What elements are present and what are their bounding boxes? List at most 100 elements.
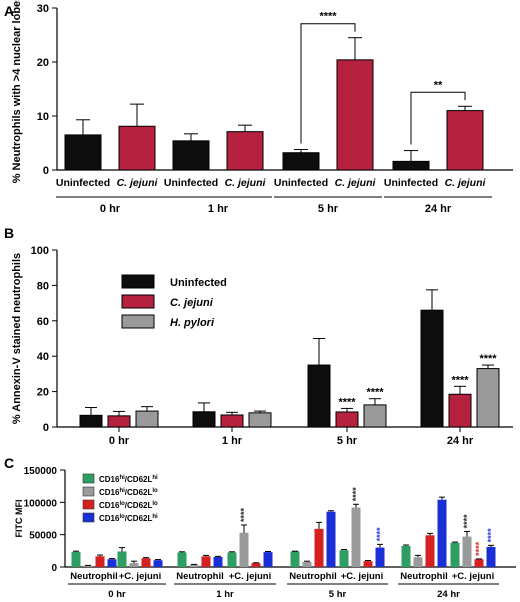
bar xyxy=(335,411,359,428)
x-group-label: 5 hr xyxy=(318,203,339,215)
legend-swatch xyxy=(82,473,95,484)
bar xyxy=(307,364,331,428)
significance-label: **** xyxy=(451,374,469,386)
y-tick-label: 40 xyxy=(37,351,49,363)
y-tick-label: 100000 xyxy=(24,498,58,509)
y-tick-label: 150000 xyxy=(24,466,58,477)
legend-label: C. jejuni xyxy=(170,297,214,309)
bar xyxy=(79,414,103,428)
bar xyxy=(314,528,324,567)
x-group-label: 0 hr xyxy=(100,203,121,215)
x-subgroup-label: Neutrophil xyxy=(176,571,224,582)
bar xyxy=(107,415,131,428)
bar xyxy=(177,552,187,567)
bar xyxy=(446,110,484,171)
legend-label: CD16hi/CD62Llo xyxy=(99,488,158,497)
x-group-label: 0 hr xyxy=(109,435,130,447)
bar xyxy=(437,499,447,567)
significance-label: **** xyxy=(239,507,249,522)
bar xyxy=(401,545,411,567)
bar xyxy=(420,309,444,428)
legend-label: CD16lo/CD62Lhi xyxy=(99,514,158,523)
x-group-label: 1 hr xyxy=(216,589,234,600)
panel-label: C xyxy=(4,455,14,471)
legend-swatch xyxy=(82,512,95,523)
x-group-label: 0 hr xyxy=(108,589,126,600)
bar xyxy=(302,561,312,567)
bar xyxy=(135,410,159,428)
x-category-label: Uninfected xyxy=(274,177,328,189)
bar xyxy=(450,542,460,567)
bar xyxy=(462,536,472,567)
x-subgroup-label: +C. jejuni xyxy=(452,571,495,582)
x-group-label: 5 hr xyxy=(329,589,347,600)
bar xyxy=(64,134,102,171)
y-tick-label: 50000 xyxy=(29,531,57,542)
bar xyxy=(153,560,163,567)
x-subgroup-label: Neutrophil xyxy=(289,571,337,582)
significance-bracket xyxy=(410,91,466,145)
bar xyxy=(251,563,261,567)
x-group-label: 1 hr xyxy=(222,435,243,447)
bar xyxy=(476,368,500,428)
bar xyxy=(239,532,249,567)
bar xyxy=(282,152,320,171)
significance-label: ** xyxy=(434,79,443,91)
panel-label: A xyxy=(4,3,14,19)
x-subgroup-label: +C. jejuni xyxy=(119,571,162,582)
y-tick-label: 10 xyxy=(37,111,49,123)
legend-swatch xyxy=(121,294,155,309)
y-tick-label: 0 xyxy=(51,563,57,574)
bar xyxy=(227,552,237,567)
x-category-label: Uninfected xyxy=(164,177,218,189)
bar xyxy=(363,404,387,428)
x-group-label: 24 hr xyxy=(425,203,452,215)
bar xyxy=(226,131,264,171)
bar xyxy=(392,160,430,171)
bar xyxy=(363,561,373,567)
bar xyxy=(95,556,105,567)
legend-label: H. pylori xyxy=(170,317,215,329)
x-category-label: C. jejuni xyxy=(335,177,377,189)
significance-bracket xyxy=(300,23,356,144)
x-group-label: 5 hr xyxy=(337,435,358,447)
significance-label: **** xyxy=(375,527,385,542)
legend-swatch xyxy=(82,499,95,510)
x-group-label: 1 hr xyxy=(208,203,229,215)
significance-label: **** xyxy=(479,353,497,365)
y-axis-label: FITC MFI xyxy=(14,500,24,538)
legend: CD16hi/CD62Lhi CD16hi/CD62Llo CD16lo/CD62L… xyxy=(82,473,158,523)
bar xyxy=(339,550,349,567)
bar xyxy=(189,564,199,567)
bar xyxy=(192,411,216,428)
bar xyxy=(213,556,223,567)
x-category-label: C. jejuni xyxy=(445,177,487,189)
significance-label: **** xyxy=(351,487,361,502)
x-category-label: Uninfected xyxy=(56,177,110,189)
y-tick-label: 20 xyxy=(37,57,49,69)
significance-label: **** xyxy=(474,541,484,556)
bar xyxy=(336,59,374,171)
legend-label: CD16hi/CD62Lhi xyxy=(99,475,158,484)
legend-swatch xyxy=(121,274,155,289)
x-category-label: C. jejuni xyxy=(225,177,267,189)
y-axis-label: % Annexin-V stained neutrophils xyxy=(11,253,23,424)
y-tick-label: 0 xyxy=(43,422,49,434)
bar xyxy=(290,551,300,567)
panel-a: A 0 10 20 30 % Neutrophils with >4 nuclear lo… xyxy=(4,0,513,215)
legend-label: Uninfected xyxy=(170,277,227,289)
x-subgroup-label: Neutrophil xyxy=(70,571,118,582)
significance-label: **** xyxy=(366,387,384,399)
bar xyxy=(117,551,127,567)
bar xyxy=(448,393,472,428)
panel-b: B 0 20 40 60 80 100 % Annexin-V stained neutrop… xyxy=(4,225,513,447)
y-tick-label: 0 xyxy=(43,165,49,177)
bar xyxy=(107,559,117,567)
significance-label: **** xyxy=(319,11,337,23)
bar xyxy=(425,535,435,567)
x-subgroup-label: +C. jejuni xyxy=(229,571,272,582)
significance-label: **** xyxy=(486,528,496,543)
x-category-label: C. jejuni xyxy=(117,177,159,189)
